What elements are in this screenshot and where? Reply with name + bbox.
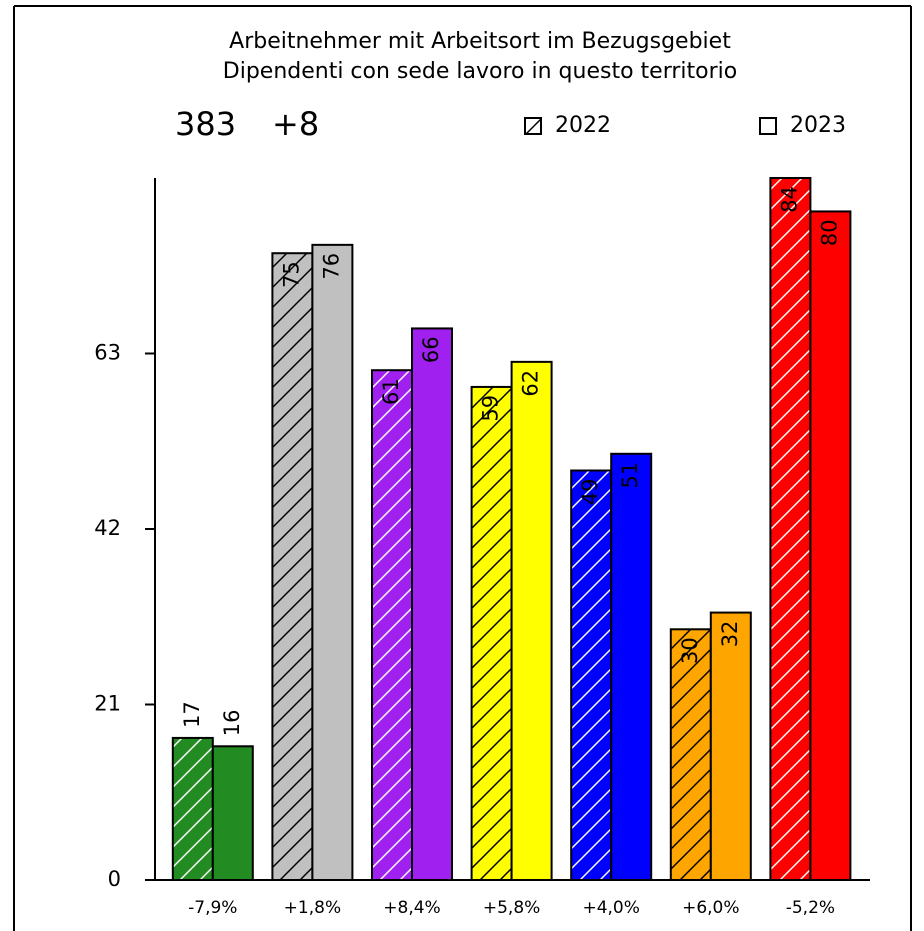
bar bbox=[610, 452, 653, 881]
value-label: 30 bbox=[678, 637, 702, 664]
bar bbox=[769, 177, 812, 881]
value-label: 80 bbox=[817, 219, 841, 246]
x-tick-label: +6,0% bbox=[682, 898, 739, 918]
x-tick-label: +4,0% bbox=[582, 898, 639, 918]
chart-subtitle: Dipendenti con sede lavoro in questo ter… bbox=[223, 59, 737, 84]
legend-label: 2023 bbox=[790, 113, 846, 138]
bar bbox=[411, 327, 453, 881]
value-label: 84 bbox=[777, 186, 801, 213]
bar bbox=[311, 243, 354, 882]
legend-swatch bbox=[524, 117, 542, 135]
value-label: 66 bbox=[419, 336, 443, 363]
value-label: 16 bbox=[220, 710, 244, 737]
value-label: 75 bbox=[279, 261, 303, 288]
change: +8 bbox=[272, 105, 319, 143]
value-label: 17 bbox=[180, 701, 204, 728]
bar bbox=[709, 611, 752, 881]
x-tick-label: +1,8% bbox=[284, 898, 341, 918]
legend-swatch bbox=[759, 117, 777, 135]
bar bbox=[171, 736, 214, 882]
value-label: 51 bbox=[618, 462, 642, 489]
x-tick-label: -5,2% bbox=[786, 898, 835, 918]
bar bbox=[510, 360, 553, 882]
total: 383 bbox=[175, 105, 236, 143]
value-label: 61 bbox=[379, 378, 403, 405]
value-label: 76 bbox=[319, 253, 343, 280]
x-tick-label: +5,8% bbox=[483, 898, 540, 918]
bar bbox=[271, 252, 314, 881]
legend-label: 2022 bbox=[555, 113, 611, 138]
value-label: 49 bbox=[578, 479, 602, 506]
bar bbox=[470, 385, 513, 881]
chart-title: Arbeitnehmer mit Arbeitsort im Bezugsgeb… bbox=[229, 29, 731, 54]
bar bbox=[669, 628, 712, 881]
y-tick-label: 42 bbox=[94, 516, 121, 540]
x-tick-label: -7,9% bbox=[188, 898, 237, 918]
bar bbox=[809, 210, 852, 881]
bar bbox=[371, 369, 413, 881]
y-tick-label: 63 bbox=[94, 341, 121, 365]
bar bbox=[570, 469, 613, 881]
y-tick-label: 0 bbox=[108, 867, 121, 891]
bar bbox=[211, 745, 254, 881]
value-label: 59 bbox=[479, 395, 503, 422]
y-tick-label: 21 bbox=[94, 692, 121, 716]
value-label: 62 bbox=[519, 370, 543, 397]
x-tick-label: +8,4% bbox=[383, 898, 440, 918]
value-label: 32 bbox=[718, 621, 742, 648]
